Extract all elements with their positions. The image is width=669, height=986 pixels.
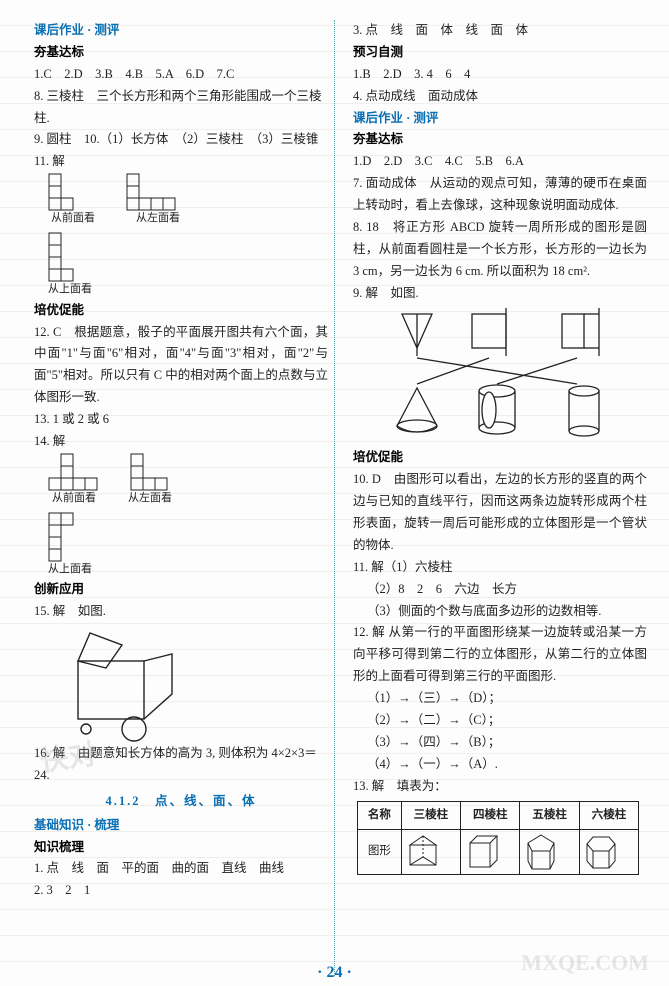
heading-preview: 预习自测 xyxy=(353,42,647,64)
q9-label-right: 9. 解 如图. xyxy=(353,283,647,305)
q9-left: 9. 圆柱 10.（1）长方体 （2）三棱柱 （3）三棱锥 xyxy=(34,129,328,151)
q12-2: （2）→（二）→（C）； xyxy=(353,710,647,732)
heading-improve-left: 培优促能 xyxy=(34,300,328,322)
heading-homework-r: 课后作业 · 测评 xyxy=(353,108,647,130)
caption-front: 从前面看 xyxy=(51,209,95,228)
prism-table: 名称 三棱柱 四棱柱 五棱柱 六棱柱 图形 xyxy=(357,801,639,874)
q13-label-right: 13. 解 填表为： xyxy=(353,776,647,798)
pent-prism-icon xyxy=(524,833,558,871)
q11-views: 从前面看 从左面看 xyxy=(34,173,328,228)
q10-right: 10. D 由图形可以看出，左边的长方形的竖直的两个边与已知的直线平行，因而这两… xyxy=(353,469,647,557)
caption-front-2: 从前面看 xyxy=(52,489,96,508)
th-hex: 六棱柱 xyxy=(579,802,638,829)
heading-basics: 基础知识 · 梳理 xyxy=(34,815,328,837)
r-line1: 3. 点 线 面 体 线 面 体 xyxy=(353,20,647,42)
mc-answers-left: 1.C 2.D 3.B 4.B 5.A 6.D 7.C xyxy=(34,64,328,86)
q11-top-view-icon xyxy=(48,232,88,282)
q15-label: 15. 解 如图. xyxy=(34,601,328,623)
q7-right: 7. 面动成体 从运动的观点可知，薄薄的硬币在桌面上转动时，看上去像球，这种现象… xyxy=(353,173,647,217)
q12-1: （1）→（三）→（D）； xyxy=(353,688,647,710)
q14-top-view-icon xyxy=(48,512,88,562)
q11-left-view-icon xyxy=(126,173,190,211)
q14-front-view-icon xyxy=(48,453,100,491)
q11b-right: （2）8 2 6 六边 长方 xyxy=(353,579,647,601)
th-quad: 四棱柱 xyxy=(461,802,520,829)
table-row: 名称 三棱柱 四棱柱 五棱柱 六棱柱 xyxy=(358,802,639,829)
r-line2: 1.B 2.D 3. 4 6 4 xyxy=(353,64,647,86)
q14-views: 从前面看 从左面看 xyxy=(34,453,328,508)
q14-left-view-icon xyxy=(130,453,170,491)
q8-right: 8. 18 将正方形 ABCD 旋转一周所形成的图形是圆柱，从前面看圆柱是一个长… xyxy=(353,217,647,283)
caption-top-2: 从上面看 xyxy=(48,560,92,579)
q8-left: 8. 三棱柱 三个长方形和两个三角形能围成一个三棱柱. xyxy=(34,86,328,130)
td-shape-label: 图形 xyxy=(358,829,402,874)
heading-homework: 课后作业 · 测评 xyxy=(34,20,328,42)
q16-left: 16. 解 由题意知长方体的高为 3, 则体积为 4×2×3＝24. xyxy=(34,743,328,787)
left-column: 课后作业 · 测评 夯基达标 1.C 2.D 3.B 4.B 5.A 6.D 7… xyxy=(34,20,335,976)
q13-left: 13. 1 或 2 或 6 xyxy=(34,409,328,431)
quad-prism-icon xyxy=(465,833,499,871)
q15-figure-icon xyxy=(48,623,188,743)
q9-figure-icon xyxy=(377,306,627,441)
caption-left: 从左面看 xyxy=(136,209,180,228)
section-412-title: 4.1.2 点、线、面、体 xyxy=(34,791,328,813)
page-number: · 24 · xyxy=(0,964,669,982)
q11a-right: 11. 解（1）六棱柱 xyxy=(353,557,647,579)
tri-prism-icon xyxy=(406,833,440,871)
q14-label: 14. 解 xyxy=(34,431,328,453)
heading-foundation: 夯基达标 xyxy=(34,42,328,64)
q11-front-view-icon xyxy=(48,173,98,211)
th-pent: 五棱柱 xyxy=(520,802,579,829)
q12-3: （3）→（四）→（B）； xyxy=(353,732,647,754)
heading-knowledge: 知识梳理 xyxy=(34,837,328,859)
td-hex-prism xyxy=(579,829,638,874)
heading-innovate: 创新应用 xyxy=(34,579,328,601)
heading-foundation-r: 夯基达标 xyxy=(353,129,647,151)
k1: 1. 点 线 面 平的面 曲的面 直线 曲线 xyxy=(34,858,328,880)
q11-label: 11. 解 xyxy=(34,151,328,173)
k2: 2. 3 2 1 xyxy=(34,880,328,902)
right-column: 3. 点 线 面 体 线 面 体 预习自测 1.B 2.D 3. 4 6 4 4… xyxy=(353,20,647,976)
heading-improve-right: 培优促能 xyxy=(353,447,647,469)
mc-answers-right: 1.D 2.D 3.C 4.C 5.B 6.A xyxy=(353,151,647,173)
q12-4: （4）→（一）→（A）. xyxy=(353,754,647,776)
r-line3: 4. 点动成线 面动成体 xyxy=(353,86,647,108)
caption-left-2: 从左面看 xyxy=(128,489,172,508)
caption-top: 从上面看 xyxy=(48,280,92,299)
q12-right: 12. 解 从第一行的平面图形绕某一边旋转或沿某一方向平移可得到第二行的立体图形… xyxy=(353,622,647,688)
q12-left: 12. C 根据题意，骰子的平面展开图共有六个面，其中面"1"与面"6"相对，面… xyxy=(34,322,328,410)
q11c-right: （3）侧面的个数与底面多边形的边数相等. xyxy=(353,601,647,623)
hex-prism-icon xyxy=(584,833,618,871)
table-row: 图形 xyxy=(358,829,639,874)
td-tri-prism xyxy=(401,829,460,874)
td-quad-prism xyxy=(461,829,520,874)
td-pent-prism xyxy=(520,829,579,874)
th-name: 名称 xyxy=(358,802,402,829)
th-tri: 三棱柱 xyxy=(401,802,460,829)
